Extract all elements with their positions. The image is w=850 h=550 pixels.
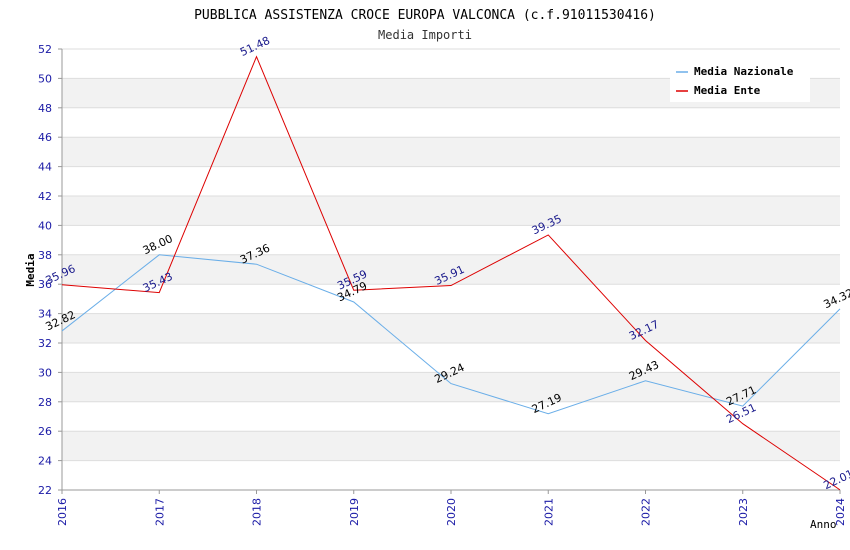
y-tick-label: 22 <box>38 484 52 497</box>
x-axis-label: Anno <box>810 518 837 531</box>
y-tick-label: 40 <box>38 219 52 232</box>
y-tick-label: 28 <box>38 396 52 409</box>
y-tick-label: 42 <box>38 190 52 203</box>
x-tick-label: 2019 <box>348 498 361 526</box>
axes <box>58 48 841 494</box>
series-lines <box>61 55 841 491</box>
data-label: 22.01 <box>821 467 850 492</box>
x-tick-label: 2020 <box>445 498 458 526</box>
chart-subtitle: Media Importi <box>378 28 472 42</box>
y-tick-label: 48 <box>38 102 52 115</box>
y-tick-label: 34 <box>38 308 52 321</box>
y-tick-label: 30 <box>38 366 52 379</box>
y-tick-label: 38 <box>38 249 52 262</box>
legend-label-ente: Media Ente <box>694 84 761 97</box>
grid-bands <box>62 78 840 461</box>
chart-title: PUBBLICA ASSISTENZA CROCE EUROPA VALCONC… <box>194 8 656 23</box>
x-tick-label: 2022 <box>640 498 653 526</box>
data-label: 38.00 <box>141 232 175 257</box>
y-tick-labels: 22 24 26 28 30 32 34 36 38 40 42 44 46 48 50 52 <box>38 43 52 497</box>
y-tick-label: 32 <box>38 337 52 350</box>
x-tick-label: 2023 <box>737 498 750 526</box>
data-label: 51.48 <box>238 34 272 59</box>
x-tick-labels: 2016 2017 2018 2019 2020 2021 2022 2023 2024 <box>56 498 847 526</box>
series-line-nazionale <box>61 254 841 415</box>
grid-band <box>62 137 840 167</box>
x-tick-label: 2021 <box>542 498 555 526</box>
y-axis-label: Media <box>24 253 37 286</box>
legend: Media Nazionale Media Ente <box>670 60 810 102</box>
x-tick-label: 2017 <box>153 498 166 526</box>
grid-band <box>62 196 840 226</box>
y-tick-label: 52 <box>38 43 52 56</box>
data-label: 34.32 <box>821 286 850 311</box>
grid-band <box>62 313 840 343</box>
y-tick-label: 50 <box>38 72 52 85</box>
y-tick-label: 46 <box>38 131 52 144</box>
grid-band <box>62 254 840 285</box>
legend-box <box>670 60 810 102</box>
x-tick-label: 2024 <box>834 498 847 526</box>
y-tick-label: 24 <box>38 455 52 468</box>
y-tick-label: 26 <box>38 425 52 438</box>
grid-band <box>62 431 840 461</box>
x-tick-label: 2016 <box>56 498 69 526</box>
x-tick-label: 2018 <box>251 498 264 526</box>
legend-label-nazionale: Media Nazionale <box>694 65 794 78</box>
series-line-ente <box>61 55 841 491</box>
y-tick-label: 44 <box>38 161 52 174</box>
grid-band <box>62 372 840 402</box>
y-tick-label: 36 <box>38 278 52 291</box>
